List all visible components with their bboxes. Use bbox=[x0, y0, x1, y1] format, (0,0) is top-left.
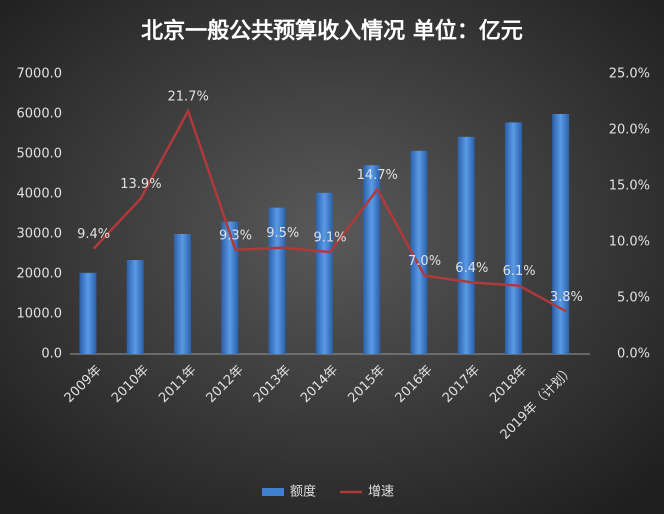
y-tick-label: 3000.0 bbox=[17, 227, 63, 242]
data-label: 9.1% bbox=[313, 231, 346, 246]
y2-tick-label: 20.0% bbox=[609, 123, 650, 138]
y-tick-label: 7000.0 bbox=[17, 67, 63, 82]
y2-tick-label: 5.0% bbox=[617, 291, 650, 306]
bar bbox=[174, 234, 192, 354]
data-label: 3.8% bbox=[550, 290, 583, 305]
y-tick-label: 4000.0 bbox=[17, 187, 63, 202]
line bbox=[92, 107, 567, 313]
bar bbox=[315, 192, 333, 354]
bar bbox=[410, 150, 428, 354]
bar bbox=[268, 207, 286, 354]
data-label: 7.0% bbox=[408, 254, 441, 269]
bar bbox=[504, 122, 522, 355]
y-tick-label: 5000.0 bbox=[17, 147, 63, 162]
y-tick-label: 6000.0 bbox=[17, 107, 63, 122]
bar bbox=[126, 260, 144, 354]
bar bbox=[457, 136, 475, 354]
y2-tick-label: 10.0% bbox=[609, 235, 650, 250]
legend-swatch bbox=[262, 488, 284, 496]
y-tick-label: 0.0 bbox=[41, 347, 62, 362]
y-tick-label: 1000.0 bbox=[17, 307, 63, 322]
data-label: 9.5% bbox=[266, 226, 299, 241]
data-label: 9.4% bbox=[77, 227, 110, 242]
data-label: 14.7% bbox=[357, 168, 398, 183]
y-tick-label: 2000.0 bbox=[17, 267, 63, 282]
data-label: 9.3% bbox=[219, 228, 252, 243]
legend-label: 增速 bbox=[368, 485, 394, 500]
y2-tick-label: 15.0% bbox=[609, 179, 650, 194]
data-label: 6.4% bbox=[455, 261, 488, 276]
data-label: 21.7% bbox=[168, 89, 209, 104]
y2-tick-label: 0.0% bbox=[617, 347, 650, 362]
y2-tick-label: 25.0% bbox=[609, 67, 650, 82]
data-label: 6.1% bbox=[503, 264, 536, 279]
bar bbox=[363, 165, 381, 354]
chart-title: 北京一般公共预算收入情况 单位：亿元 bbox=[141, 18, 523, 44]
bar bbox=[221, 221, 239, 354]
bar bbox=[552, 114, 570, 354]
legend-label: 额度 bbox=[290, 484, 316, 500]
data-label: 13.9% bbox=[120, 177, 161, 192]
bar bbox=[79, 272, 97, 354]
